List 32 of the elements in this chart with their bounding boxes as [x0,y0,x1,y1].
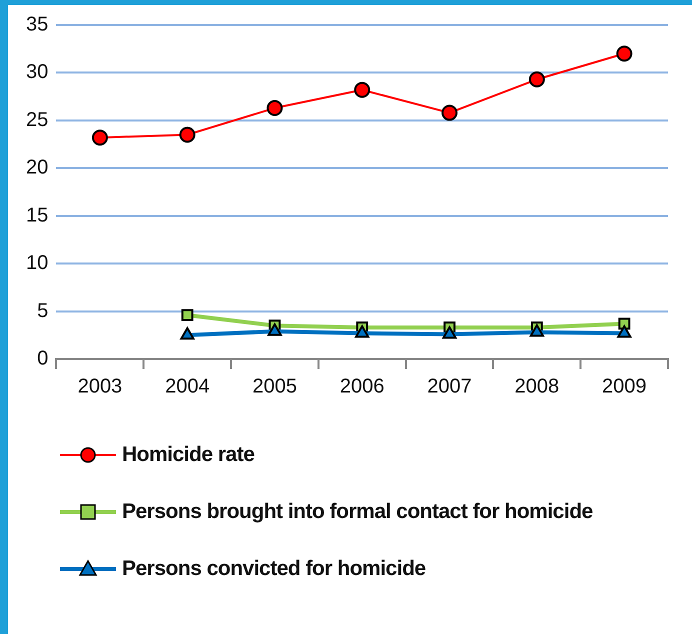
point [442,326,457,339]
y-tick-label: 15 [26,204,48,226]
x-tick-label: 2005 [252,376,297,398]
point [268,323,282,336]
legend-label: Persons brought into formal contact for homicide [122,500,593,524]
point [442,104,458,121]
point [616,46,632,62]
y-tick-label: 30 [26,61,48,84]
point [181,309,194,322]
x-tick-label: 2008 [514,376,560,398]
point [92,130,108,146]
point [180,327,194,340]
x-tick-label: 2004 [165,376,210,398]
x-tick-label: 2006 [340,376,384,398]
y-tick-label: 5 [37,300,48,322]
point [617,325,632,338]
x-tick-label: 2007 [427,376,472,398]
y-tick-label: 20 [26,156,48,179]
x-tick-label: 2003 [78,376,122,398]
y-tick-label: 0 [37,348,48,370]
point [179,126,196,143]
y-tick-label: 25 [26,108,48,131]
legend-label: Persons convicted for homicide [122,557,426,581]
point [528,71,545,88]
x-tick-label: 2009 [602,376,647,398]
legend-label: Homicide rate [122,443,254,467]
point [354,82,370,98]
point [530,324,544,337]
point [266,100,283,116]
y-tick-label: 10 [26,252,48,274]
point [355,325,370,338]
y-tick-label: 35 [26,14,48,36]
